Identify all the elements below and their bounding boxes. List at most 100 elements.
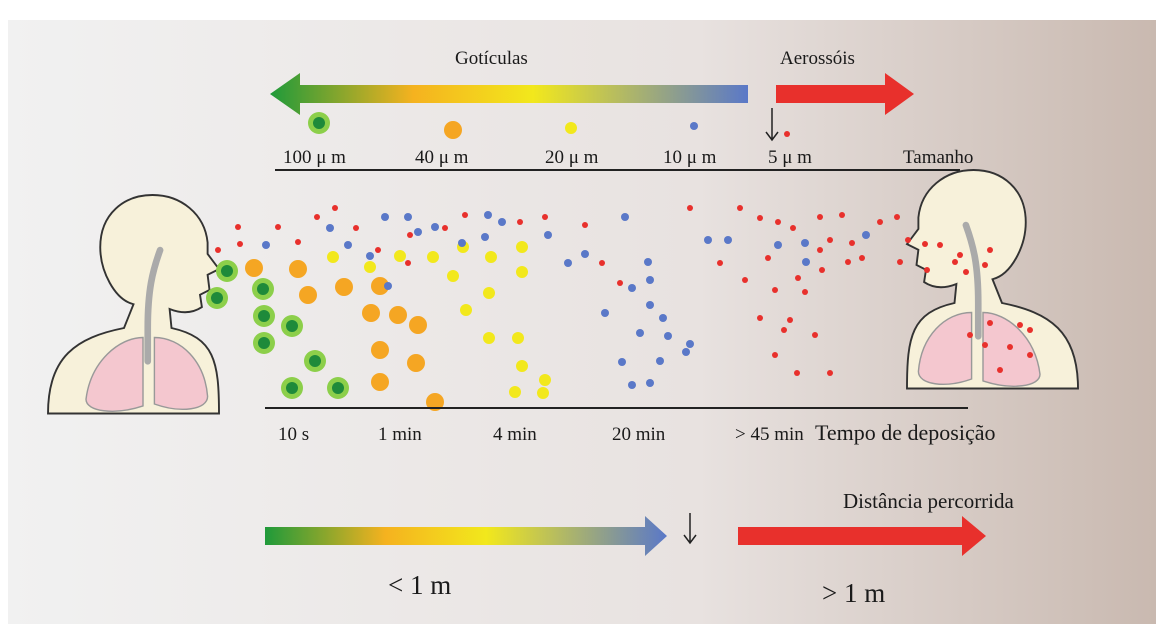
small-droplet bbox=[483, 287, 495, 299]
fine-aerosol bbox=[790, 225, 796, 231]
fine-aerosol bbox=[819, 267, 825, 273]
small-droplet bbox=[509, 386, 521, 398]
fine-aerosol bbox=[987, 320, 993, 326]
fine-aerosol bbox=[1007, 344, 1013, 350]
fine-aerosol bbox=[332, 205, 338, 211]
time-tick: 10 s bbox=[278, 424, 309, 445]
fine-aerosol bbox=[787, 317, 793, 323]
large-droplet-core bbox=[221, 265, 233, 277]
fine-aerosol bbox=[845, 259, 851, 265]
aerosol bbox=[384, 282, 392, 290]
fine-aerosol bbox=[967, 332, 973, 338]
medium-droplet bbox=[289, 260, 307, 278]
fine-aerosol bbox=[827, 237, 833, 243]
fine-aerosol bbox=[877, 219, 883, 225]
aerosol bbox=[656, 357, 664, 365]
small-droplet bbox=[512, 332, 524, 344]
small-droplet bbox=[485, 251, 497, 263]
fine-aerosol bbox=[772, 352, 778, 358]
small-droplet bbox=[516, 241, 528, 253]
fine-aerosol bbox=[1027, 327, 1033, 333]
small-droplet bbox=[516, 360, 528, 372]
small-droplet bbox=[364, 261, 376, 273]
large-droplet-core bbox=[332, 382, 344, 394]
fine-aerosol bbox=[952, 259, 958, 265]
fine-aerosol bbox=[795, 275, 801, 281]
fine-aerosol bbox=[849, 240, 855, 246]
far-arrow bbox=[738, 516, 986, 556]
aerosol bbox=[646, 379, 654, 387]
medium-droplet bbox=[299, 286, 317, 304]
aerosol bbox=[801, 239, 809, 247]
small-droplet bbox=[537, 387, 549, 399]
fine-aerosol bbox=[1017, 322, 1023, 328]
fine-aerosol bbox=[314, 214, 320, 220]
fine-aerosol bbox=[817, 214, 823, 220]
medium-droplet bbox=[409, 316, 427, 334]
fine-aerosol bbox=[737, 205, 743, 211]
small-droplet bbox=[483, 332, 495, 344]
fine-aerosol bbox=[353, 225, 359, 231]
small-droplet bbox=[539, 374, 551, 386]
aerosol bbox=[646, 276, 654, 284]
aerosol bbox=[686, 340, 694, 348]
small-droplet bbox=[394, 250, 406, 262]
large-droplet-core bbox=[211, 292, 223, 304]
fine-aerosol bbox=[757, 315, 763, 321]
aerosol bbox=[326, 224, 334, 232]
medium-droplet bbox=[426, 393, 444, 411]
fine-aerosol bbox=[742, 277, 748, 283]
aerosol bbox=[724, 236, 732, 244]
droplets-label: Gotículas bbox=[455, 48, 528, 69]
large-droplet-core bbox=[257, 283, 269, 295]
aerosol bbox=[659, 314, 667, 322]
fine-aerosol bbox=[894, 214, 900, 220]
aerosol bbox=[618, 358, 626, 366]
small-droplet bbox=[460, 304, 472, 316]
aerosol bbox=[646, 301, 654, 309]
large-droplet-core bbox=[286, 320, 298, 332]
fine-aerosol bbox=[275, 224, 281, 230]
size-tick: 10 μ m bbox=[663, 147, 717, 168]
threshold-arrow bbox=[765, 108, 779, 142]
time-tick: 20 min bbox=[612, 424, 666, 445]
time-tick: > 45 min bbox=[735, 424, 804, 445]
fine-aerosol bbox=[781, 327, 787, 333]
fine-aerosol bbox=[997, 367, 1003, 373]
fine-aerosol bbox=[982, 262, 988, 268]
size-tick: 100 μ m bbox=[283, 147, 346, 168]
aerosol bbox=[774, 241, 782, 249]
medium-droplet bbox=[371, 373, 389, 391]
fine-aerosol bbox=[582, 222, 588, 228]
aerosol bbox=[621, 213, 629, 221]
fine-aerosol bbox=[599, 260, 605, 266]
fine-aerosol bbox=[617, 280, 623, 286]
fine-aerosol bbox=[794, 370, 800, 376]
fine-aerosol bbox=[817, 247, 823, 253]
near-arrow bbox=[265, 516, 667, 556]
aerosol bbox=[628, 381, 636, 389]
aerosol bbox=[262, 241, 270, 249]
near-label: < 1 m bbox=[388, 570, 451, 600]
aerosol bbox=[664, 332, 672, 340]
fine-aerosol bbox=[772, 287, 778, 293]
size-tick: 40 μ m bbox=[415, 147, 469, 168]
aerosol bbox=[564, 259, 572, 267]
dot-5 bbox=[784, 131, 790, 137]
size-tick: 20 μ m bbox=[545, 147, 599, 168]
aerosol bbox=[344, 241, 352, 249]
time-tick: 1 min bbox=[378, 424, 422, 445]
aerosol bbox=[481, 233, 489, 241]
fine-aerosol bbox=[839, 212, 845, 218]
aerosol bbox=[862, 231, 870, 239]
aerosol bbox=[636, 329, 644, 337]
aerosol bbox=[458, 239, 466, 247]
fine-aerosol bbox=[1027, 352, 1033, 358]
fine-aerosol bbox=[462, 212, 468, 218]
medium-droplet bbox=[389, 306, 407, 324]
aerosol bbox=[682, 348, 690, 356]
droplets-arrow bbox=[270, 73, 748, 115]
aerosol bbox=[498, 218, 506, 226]
aerosols-arrow bbox=[776, 73, 914, 115]
